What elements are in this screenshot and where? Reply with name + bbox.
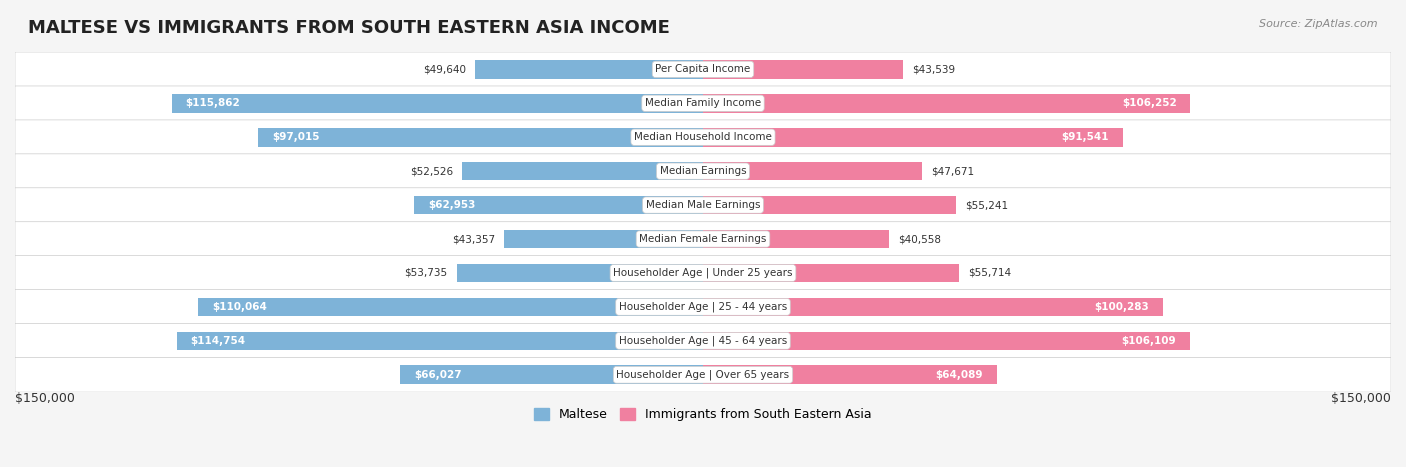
Bar — [703, 196, 956, 214]
Text: $91,541: $91,541 — [1062, 132, 1109, 142]
Bar — [703, 264, 959, 282]
Text: $150,000: $150,000 — [1331, 392, 1391, 405]
Text: $43,357: $43,357 — [451, 234, 495, 244]
Bar — [703, 332, 1189, 350]
Text: Median Household Income: Median Household Income — [634, 132, 772, 142]
Bar — [177, 332, 703, 350]
Text: $52,526: $52,526 — [409, 166, 453, 176]
Text: $66,027: $66,027 — [413, 370, 461, 380]
Bar — [401, 366, 703, 384]
Text: $106,109: $106,109 — [1122, 336, 1175, 346]
Text: Householder Age | 25 - 44 years: Householder Age | 25 - 44 years — [619, 302, 787, 312]
Text: Median Earnings: Median Earnings — [659, 166, 747, 176]
Legend: Maltese, Immigrants from South Eastern Asia: Maltese, Immigrants from South Eastern A… — [529, 403, 877, 426]
Text: Householder Age | Under 25 years: Householder Age | Under 25 years — [613, 268, 793, 278]
Text: MALTESE VS IMMIGRANTS FROM SOUTH EASTERN ASIA INCOME: MALTESE VS IMMIGRANTS FROM SOUTH EASTERN… — [28, 19, 671, 37]
Text: $64,089: $64,089 — [936, 370, 983, 380]
Text: Source: ZipAtlas.com: Source: ZipAtlas.com — [1260, 19, 1378, 28]
Bar — [172, 94, 703, 113]
Text: $40,558: $40,558 — [898, 234, 941, 244]
FancyBboxPatch shape — [15, 290, 1391, 324]
Text: Median Female Earnings: Median Female Earnings — [640, 234, 766, 244]
Text: $47,671: $47,671 — [931, 166, 974, 176]
Text: $150,000: $150,000 — [15, 392, 75, 405]
Bar — [703, 94, 1191, 113]
FancyBboxPatch shape — [15, 188, 1391, 222]
Bar — [703, 60, 903, 78]
Text: $49,640: $49,640 — [423, 64, 467, 74]
Text: $55,241: $55,241 — [966, 200, 1008, 210]
Text: $110,064: $110,064 — [212, 302, 267, 312]
FancyBboxPatch shape — [15, 357, 1391, 392]
Text: Householder Age | Over 65 years: Householder Age | Over 65 years — [616, 369, 790, 380]
Text: Median Family Income: Median Family Income — [645, 98, 761, 108]
Text: Per Capita Income: Per Capita Income — [655, 64, 751, 74]
Text: $62,953: $62,953 — [427, 200, 475, 210]
Bar — [703, 366, 997, 384]
FancyBboxPatch shape — [15, 324, 1391, 358]
Text: $114,754: $114,754 — [190, 336, 246, 346]
Bar — [463, 162, 703, 180]
FancyBboxPatch shape — [15, 52, 1391, 87]
FancyBboxPatch shape — [15, 154, 1391, 189]
Text: $106,252: $106,252 — [1122, 98, 1177, 108]
Bar — [703, 230, 889, 248]
Text: $43,539: $43,539 — [912, 64, 955, 74]
Bar — [475, 60, 703, 78]
FancyBboxPatch shape — [15, 120, 1391, 155]
Bar — [703, 162, 922, 180]
FancyBboxPatch shape — [15, 222, 1391, 256]
Text: Median Male Earnings: Median Male Earnings — [645, 200, 761, 210]
Bar — [259, 128, 703, 147]
Text: $100,283: $100,283 — [1094, 302, 1149, 312]
Bar — [198, 297, 703, 316]
Text: Householder Age | 45 - 64 years: Householder Age | 45 - 64 years — [619, 336, 787, 346]
Bar — [703, 297, 1163, 316]
Bar — [505, 230, 703, 248]
FancyBboxPatch shape — [15, 255, 1391, 290]
Bar — [457, 264, 703, 282]
FancyBboxPatch shape — [15, 86, 1391, 120]
Text: $115,862: $115,862 — [186, 98, 240, 108]
Bar — [703, 128, 1123, 147]
Text: $55,714: $55,714 — [967, 268, 1011, 278]
Bar — [415, 196, 703, 214]
Text: $97,015: $97,015 — [271, 132, 319, 142]
Text: $53,735: $53,735 — [405, 268, 447, 278]
